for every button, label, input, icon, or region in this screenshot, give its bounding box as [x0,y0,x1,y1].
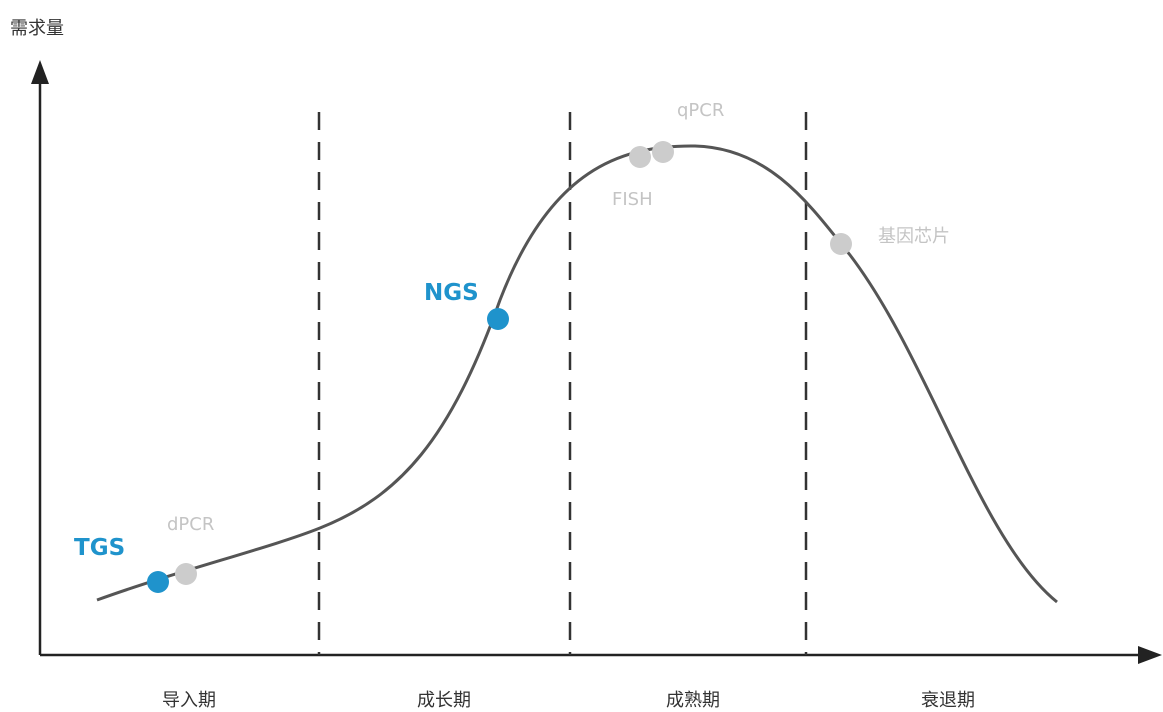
y-axis-label: 需求量 [10,18,64,39]
y-axis-arrow-icon [31,60,49,84]
dpcr-marker [175,563,197,585]
stage-label-introduction: 导入期 [162,690,216,711]
ngs-label: NGS [424,280,479,306]
gene-chip-marker [830,233,852,255]
stage-label-decline: 衰退期 [921,690,975,711]
qpcr-marker [652,141,674,163]
fish-marker [629,146,651,168]
tgs-marker [147,571,169,593]
fish-label: FISH [612,189,653,210]
qpcr-label: qPCR [677,100,725,121]
gene-chip-label: 基因芯片 [878,226,950,247]
stage-label-maturity: 成熟期 [666,690,720,711]
ngs-marker [487,308,509,330]
stage-label-growth: 成长期 [417,690,471,711]
tgs-label: TGS [74,535,126,561]
dpcr-label: dPCR [167,514,215,535]
x-axis-arrow-icon [1138,646,1162,664]
demand-curve [96,144,1058,604]
